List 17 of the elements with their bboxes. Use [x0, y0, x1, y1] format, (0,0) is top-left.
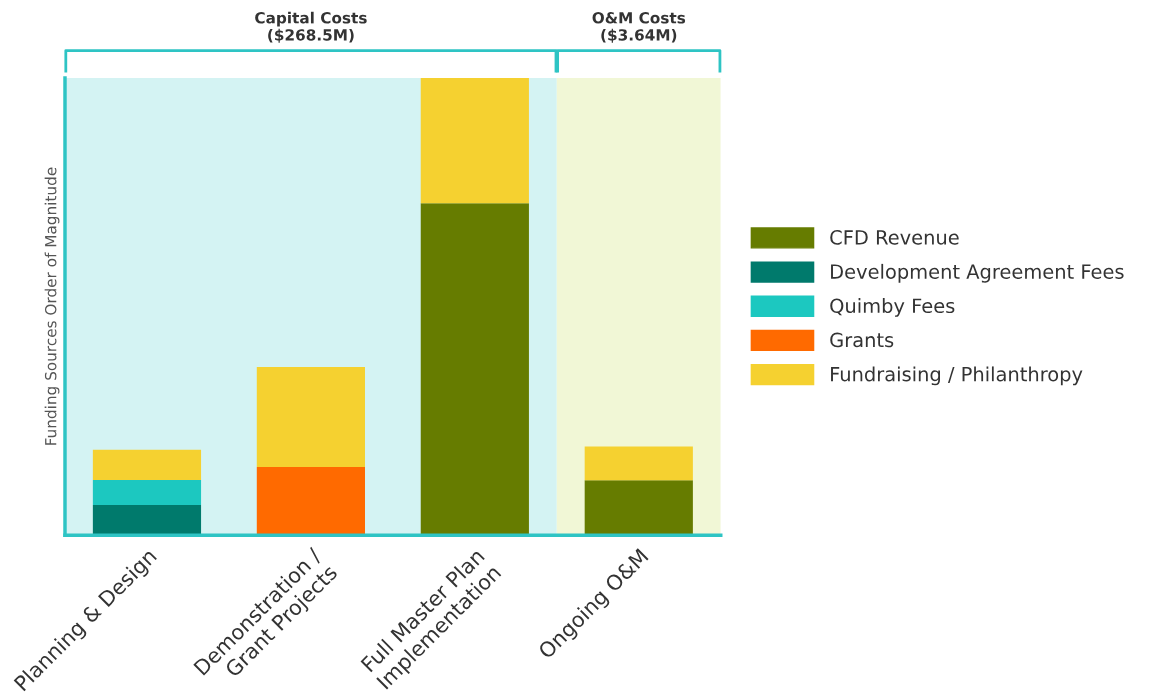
y-axis-title: Funding Sources Order of Magnitude — [44, 167, 60, 445]
bar — [420, 77, 529, 204]
legend-label: Fundraising / Philanthropy — [831, 366, 1083, 386]
band-label: O&M Costs ($3.64M) — [592, 12, 686, 43]
bar — [584, 446, 693, 481]
bar — [420, 203, 529, 536]
bar — [92, 479, 202, 506]
bar — [92, 505, 202, 536]
bar — [92, 449, 202, 480]
band-label: Capital Costs ($268.5M) — [255, 11, 367, 43]
bar — [584, 480, 693, 536]
bar — [256, 467, 365, 536]
legend-label: Grants — [830, 332, 894, 348]
bar — [256, 366, 365, 468]
legend-label: Development Agreement Fees — [831, 263, 1124, 283]
legend-label: CFD Revenue — [830, 230, 959, 245]
legend-label: Quimby Fees — [830, 298, 955, 317]
